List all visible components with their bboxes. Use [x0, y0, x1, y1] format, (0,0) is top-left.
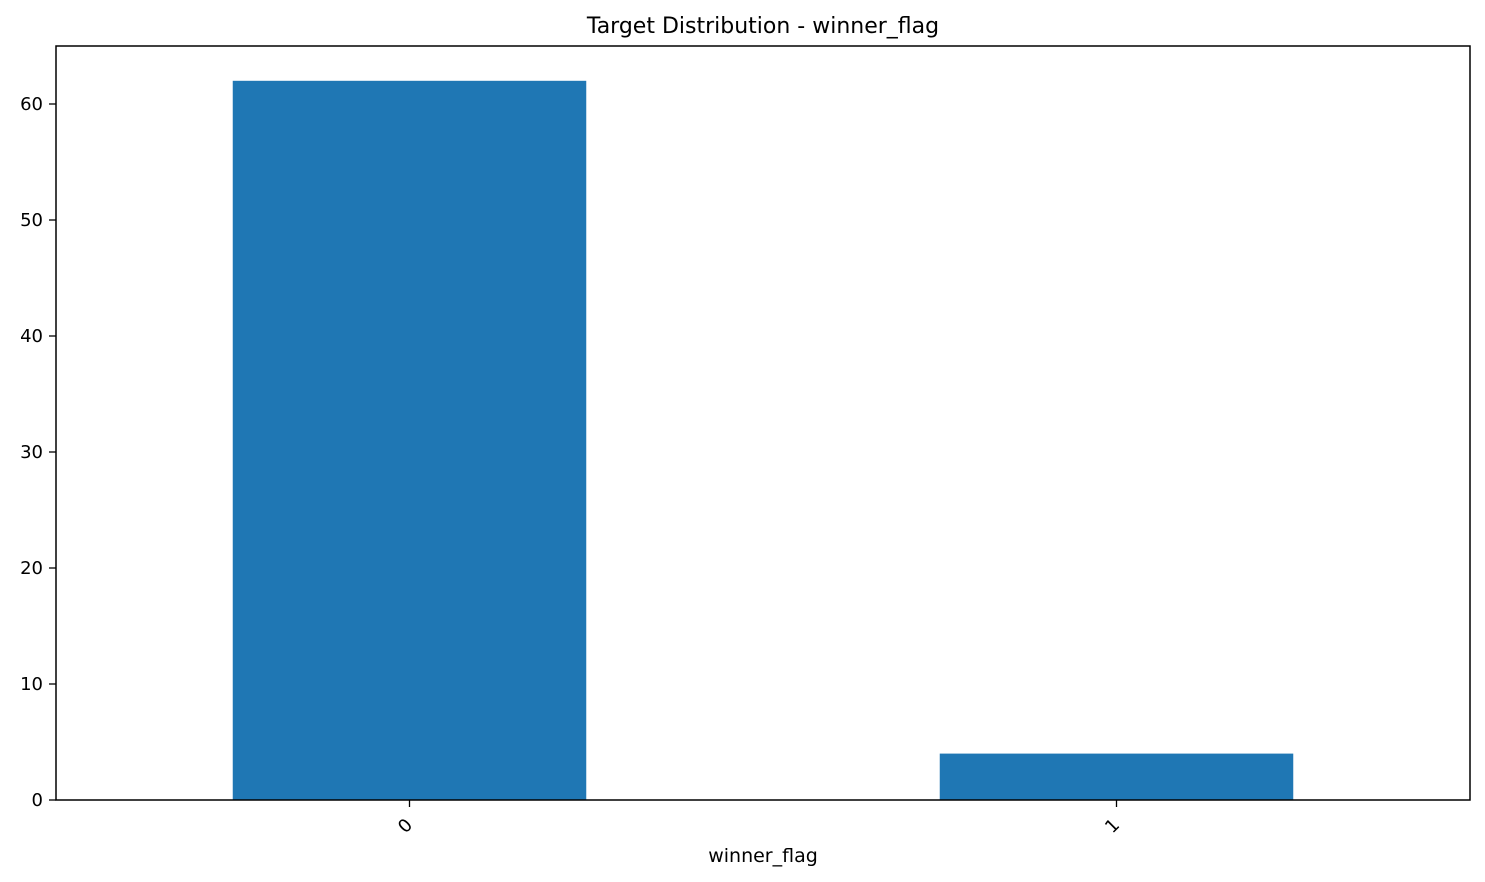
y-tick-label: 10	[20, 674, 43, 695]
y-tick-label: 20	[20, 558, 43, 579]
y-axis: 0 10 20 30 40 50 60	[20, 94, 56, 811]
plot-frame	[55, 45, 1471, 801]
y-tick-label: 40	[20, 326, 43, 347]
chart-title: Target Distribution - winner_flag	[586, 14, 939, 39]
x-axis-label: winner_flag	[708, 845, 818, 867]
y-tick-label: 30	[20, 442, 43, 463]
y-tick-label: 50	[20, 210, 43, 231]
bar-0	[232, 80, 587, 801]
y-tick-label: 0	[32, 790, 43, 811]
y-tick-label: 60	[20, 94, 43, 115]
bar-1	[939, 753, 1294, 800]
bars-group	[232, 80, 1294, 801]
